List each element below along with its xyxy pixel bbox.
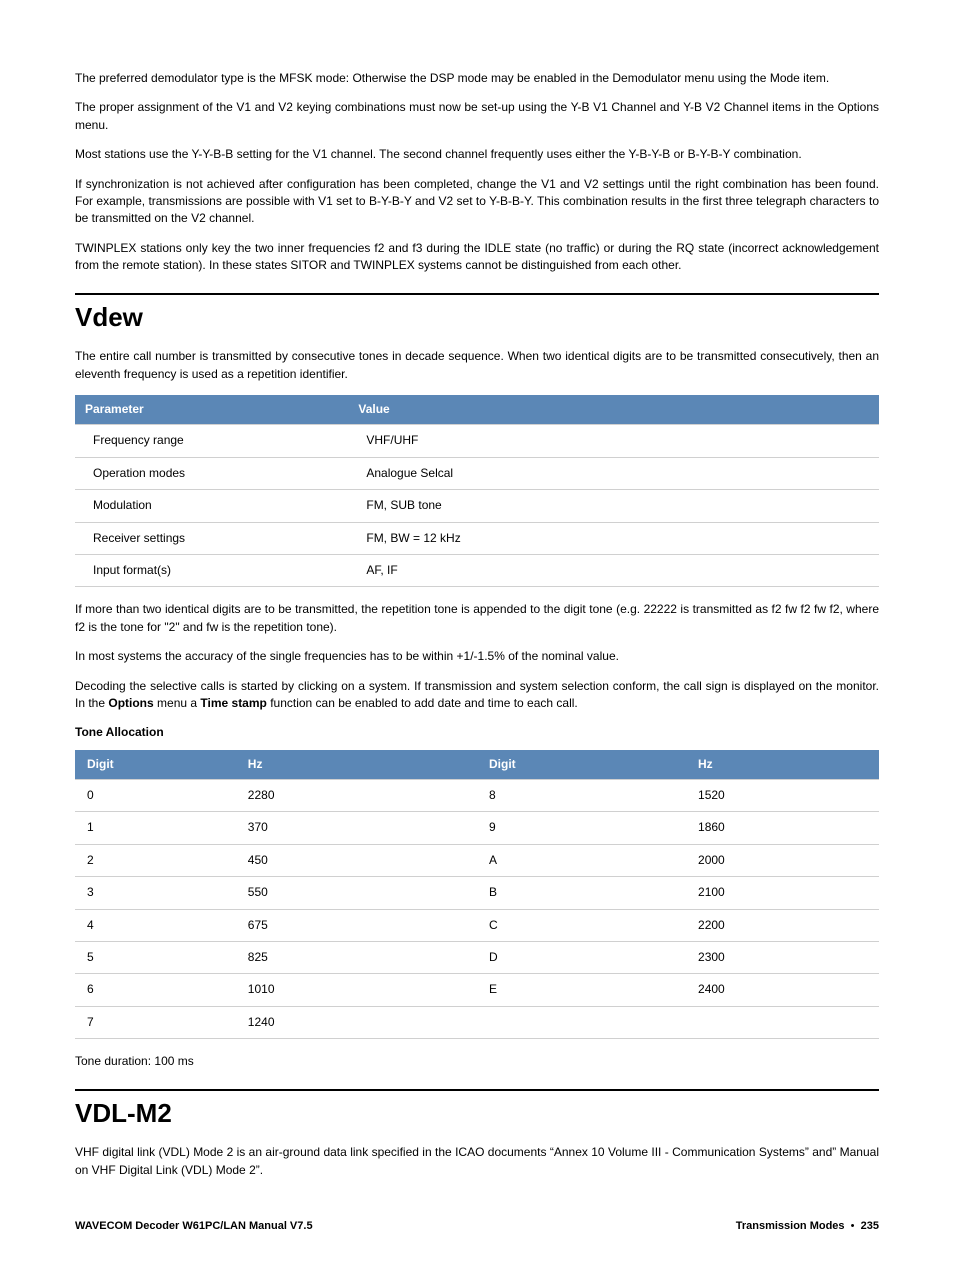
table-cell: 1010 <box>236 974 477 1006</box>
table-cell: 1 <box>75 812 236 844</box>
table-cell: 3 <box>75 877 236 909</box>
table-cell: VHF/UHF <box>348 425 879 457</box>
body-paragraph: The entire call number is transmitted by… <box>75 348 879 383</box>
table-cell: A <box>477 844 686 876</box>
bold-text: Options <box>108 696 153 710</box>
footer-left: WAVECOM Decoder W61PC/LAN Manual V7.5 <box>75 1219 313 1235</box>
table-cell <box>477 1006 686 1038</box>
section-heading-vdew: Vdew <box>75 293 879 337</box>
text-run: function can be enabled to add date and … <box>267 696 578 710</box>
table-cell: Input format(s) <box>75 554 348 586</box>
table-cell: Receiver settings <box>75 522 348 554</box>
table-cell: 4 <box>75 909 236 941</box>
table-header: Digit <box>75 750 236 780</box>
table-cell: FM, BW = 12 kHz <box>348 522 879 554</box>
table-row: 0228081520 <box>75 780 879 812</box>
table-cell: 1240 <box>236 1006 477 1038</box>
table-cell: 1860 <box>686 812 879 844</box>
table-header: Hz <box>236 750 477 780</box>
table-cell: D <box>477 942 686 974</box>
table-cell: B <box>477 877 686 909</box>
table-row: 4675C2200 <box>75 909 879 941</box>
table-cell: 2300 <box>686 942 879 974</box>
table-cell: Operation modes <box>75 457 348 489</box>
table-header: Hz <box>686 750 879 780</box>
table-cell: 8 <box>477 780 686 812</box>
table-row: Frequency rangeVHF/UHF <box>75 425 879 457</box>
table-cell: 5 <box>75 942 236 974</box>
body-paragraph: In most systems the accuracy of the sing… <box>75 648 879 665</box>
bullet-icon: • <box>848 1220 861 1232</box>
table-cell: 675 <box>236 909 477 941</box>
table-cell: 370 <box>236 812 477 844</box>
table-cell: 825 <box>236 942 477 974</box>
table-cell: 450 <box>236 844 477 876</box>
table-row: 5825D2300 <box>75 942 879 974</box>
footer-page-number: 235 <box>861 1220 879 1232</box>
table-cell: 1520 <box>686 780 879 812</box>
table-cell: Analogue Selcal <box>348 457 879 489</box>
table-cell: 550 <box>236 877 477 909</box>
footer-section: Transmission Modes <box>736 1220 845 1232</box>
table-row: Input format(s)AF, IF <box>75 554 879 586</box>
table-row: 61010E2400 <box>75 974 879 1006</box>
table-header: Value <box>348 395 879 425</box>
table-cell: 9 <box>477 812 686 844</box>
table-cell: 6 <box>75 974 236 1006</box>
table-cell: 2100 <box>686 877 879 909</box>
table-row: ModulationFM, SUB tone <box>75 490 879 522</box>
body-paragraph: Most stations use the Y-Y-B-B setting fo… <box>75 146 879 163</box>
table-header: Digit <box>477 750 686 780</box>
body-paragraph: TWINPLEX stations only key the two inner… <box>75 240 879 275</box>
body-paragraph: Tone duration: 100 ms <box>75 1053 879 1070</box>
table-cell: E <box>477 974 686 1006</box>
table-row: Operation modesAnalogue Selcal <box>75 457 879 489</box>
table-row: 137091860 <box>75 812 879 844</box>
table-cell: 2 <box>75 844 236 876</box>
body-paragraph: The preferred demodulator type is the MF… <box>75 70 879 87</box>
table-cell: C <box>477 909 686 941</box>
table-row: Receiver settingsFM, BW = 12 kHz <box>75 522 879 554</box>
section-heading-vdlm2: VDL-M2 <box>75 1089 879 1133</box>
parameter-table: Parameter Value Frequency rangeVHF/UHFOp… <box>75 395 879 587</box>
body-paragraph: The proper assignment of the V1 and V2 k… <box>75 99 879 134</box>
body-paragraph: If synchronization is not achieved after… <box>75 176 879 228</box>
table-cell: Frequency range <box>75 425 348 457</box>
tone-allocation-table: Digit Hz Digit Hz 0228081520137091860245… <box>75 750 879 1040</box>
table-cell: FM, SUB tone <box>348 490 879 522</box>
table-cell: 2280 <box>236 780 477 812</box>
table-header: Parameter <box>75 395 348 425</box>
subheading-tone-allocation: Tone Allocation <box>75 724 879 741</box>
table-cell: 7 <box>75 1006 236 1038</box>
table-cell: 2400 <box>686 974 879 1006</box>
table-row: 3550B2100 <box>75 877 879 909</box>
body-paragraph: If more than two identical digits are to… <box>75 601 879 636</box>
bold-text: Time stamp <box>200 696 266 710</box>
table-cell: Modulation <box>75 490 348 522</box>
body-paragraph: Decoding the selective calls is started … <box>75 678 879 713</box>
table-cell: AF, IF <box>348 554 879 586</box>
footer-right: Transmission Modes • 235 <box>736 1219 879 1235</box>
table-cell: 0 <box>75 780 236 812</box>
table-cell: 2000 <box>686 844 879 876</box>
table-cell: 2200 <box>686 909 879 941</box>
page-footer: WAVECOM Decoder W61PC/LAN Manual V7.5 Tr… <box>75 1219 879 1235</box>
text-run: menu a <box>154 696 201 710</box>
body-paragraph: VHF digital link (VDL) Mode 2 is an air-… <box>75 1144 879 1179</box>
table-cell <box>686 1006 879 1038</box>
table-row: 2450A2000 <box>75 844 879 876</box>
table-row: 71240 <box>75 1006 879 1038</box>
